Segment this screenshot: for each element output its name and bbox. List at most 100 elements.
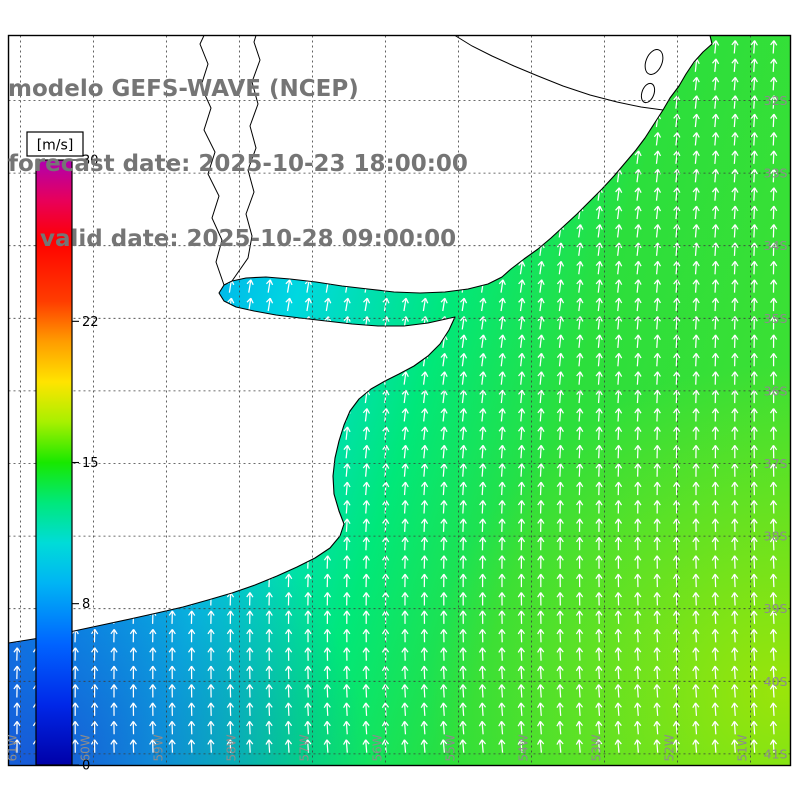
wind-arrow [673,224,681,238]
wind-arrow [750,555,758,569]
wind-arrow [653,684,661,698]
wind-arrow [246,628,254,643]
wind-arrow [750,647,758,661]
wind-arrow [576,463,584,477]
wind-arrow [226,628,235,643]
wind-arrow [731,242,739,256]
wind-arrow [285,573,293,588]
wind-arrow [595,297,603,312]
wind-arrow [672,647,681,661]
wind-arrow [653,720,661,735]
wind-arrow [731,555,739,569]
coastal-lagoon [644,49,664,75]
wind-arrow [537,647,545,661]
wind-arrow [459,720,467,735]
wind-arrow [653,187,662,201]
colorbar-gradient [35,159,73,766]
wind-arrow [362,647,370,661]
wind-arrow [556,555,564,569]
wind-arrow [401,665,409,680]
wind-arrow [246,592,254,606]
wind-arrow [537,481,545,496]
wind-arrow [692,352,700,367]
wind-arrow [478,684,487,698]
coastal-lagoon [640,82,656,104]
wind-arrow [226,665,234,680]
wind-arrow [362,481,370,496]
wind-arrow [770,40,778,54]
wind-arrow [478,647,487,661]
wind-arrow [13,684,21,698]
wind-arrow [750,426,758,440]
wind-arrow [90,739,99,753]
wind-arrow [537,702,545,716]
wind-arrow [769,536,778,551]
wind-arrow [769,555,778,569]
wind-arrow [769,610,778,624]
wind-arrow [731,500,739,514]
wind-arrow [440,702,448,716]
wind-arrow [731,58,739,72]
wind-arrow [517,444,526,459]
wind-arrow [672,500,681,514]
wind-arrow [731,702,739,716]
wind-arrow [265,702,273,716]
wind-arrow [440,684,448,698]
wind-arrow [576,408,584,422]
wind-arrow [769,720,778,735]
wind-arrow [614,573,622,588]
wind-arrow [692,684,700,698]
lat-label: 39S [764,601,788,616]
wind-arrow [498,739,506,753]
wind-arrow [615,187,623,201]
wind-arrow [149,647,157,661]
wind-arrow [769,352,778,367]
wind-arrow [265,610,273,624]
wind-arrow [770,76,778,91]
wind-arrow [440,592,448,606]
wind-arrow [91,647,99,661]
wind-arrow [614,610,622,624]
wind-arrow [750,187,758,201]
wind-arrow [323,720,331,735]
wind-arrow [362,739,370,753]
wind-arrow [401,536,409,551]
wind-arrow [401,518,409,532]
wind-arrow [750,95,758,109]
wind-arrow [731,168,739,183]
wind-arrow [634,334,642,348]
wind-arrow [518,260,526,275]
wind-arrow [246,647,254,661]
wind-arrow [343,610,351,624]
wind-arrow [517,536,526,551]
lat-label: 35S [764,311,788,326]
wind-arrow [110,665,118,680]
wind-arrow [498,573,506,588]
wind-arrow [440,610,448,624]
wind-arrow [517,463,526,477]
wind-arrow [90,684,99,698]
wind-arrow [420,702,428,716]
wind-arrow [537,610,545,624]
wind-arrow [537,279,545,293]
wind-arrow [362,684,370,698]
wind-arrow [517,684,525,698]
wind-arrow [614,481,623,496]
wind-arrow [692,408,700,422]
wind-arrow [479,500,487,514]
wind-arrow [556,684,564,698]
wind-arrow [653,573,661,588]
wind-arrow [653,647,661,661]
wind-arrow [440,518,448,532]
wind-arrow [673,132,681,146]
wind-arrow [575,665,584,680]
wind-arrow [576,426,584,440]
wind-arrow [110,739,118,753]
wind-arrow [692,702,700,716]
wind-arrow [692,334,700,348]
wind-arrow [692,665,700,680]
wind-arrow [614,739,622,753]
wind-arrow [401,463,409,477]
wind-arrow [556,279,565,293]
wind-arrow [110,702,118,716]
